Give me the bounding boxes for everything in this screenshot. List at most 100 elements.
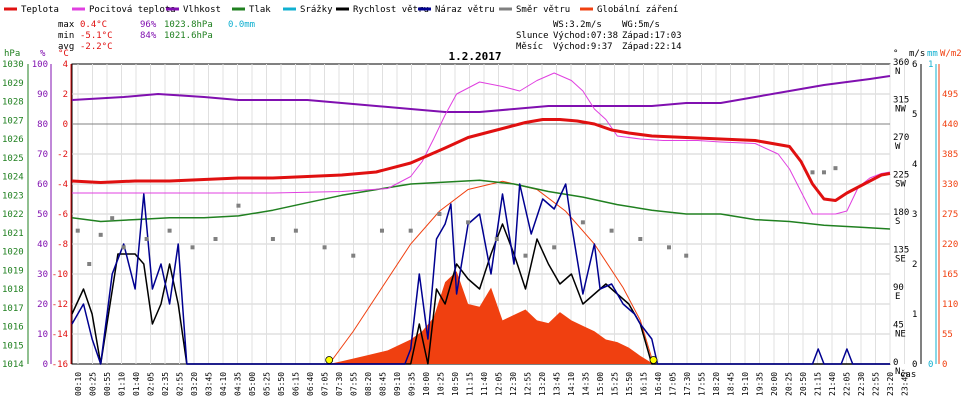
moon-label: Měsíc [516,42,543,52]
humidity-tick: 40 [37,240,48,250]
wind-direction-point [494,237,499,241]
x-tick-label: 00:25 [89,372,98,396]
unit-ms: m/s [909,49,925,59]
pressure-tick: 1029 [2,79,24,89]
solar-tick: 330 [942,180,958,190]
x-tick-label: 20:00 [770,372,779,396]
wind-direction-point [379,228,384,233]
sun-marker [649,356,658,364]
wind-wg: WG:5m/s [622,20,660,30]
wind-direction-point [609,228,614,233]
direction-tick-dir: S [895,217,900,227]
unit-mm: mm [927,49,938,59]
temp-tick: 4 [63,60,68,70]
series-line [72,72,891,215]
min-press: 1021.6hPa [164,31,213,41]
humidity-tick: 30 [37,270,48,280]
pressure-tick: 1016 [2,323,24,333]
chart-title: 1.2.2017 [449,50,502,63]
x-tick-label: 05:00 [248,372,257,396]
solar-tick: 55 [942,330,953,340]
legend-label: Globální záření [597,5,678,15]
x-tick-label: 01:10 [118,372,127,396]
pressure-tick: 1023 [2,191,24,201]
unit-hpa: hPa [4,49,20,59]
series-line [71,179,891,230]
x-tick-label: 02:05 [147,372,156,396]
x-tick-label: 15:50 [625,372,634,396]
solar-tick: 165 [942,270,958,280]
direction-tick-dir: E [895,292,900,302]
direction-tick-dir: SW [895,180,906,190]
unit-pct: % [40,49,46,59]
legend-label: Vlhkost [183,5,221,15]
x-tick-label: 00:55 [103,372,112,396]
x-tick-label: 14:10 [567,372,576,396]
direction-tick: 0 [893,358,898,368]
moon-rise: Východ:9:37 [553,42,613,52]
direction-tick: 180 [893,208,909,218]
humidity-tick: 80 [37,120,48,130]
avg-label: avg [58,42,74,52]
x-tick-label: 08:20 [364,372,373,396]
stats-block: max 0.4°C 96% 1023.8hPa 0.0mm min -5.1°C… [58,20,682,52]
wind-direction-point [87,262,92,266]
x-tick-label: 11:40 [480,372,489,396]
wind-direction-point [523,253,528,258]
wind-direction-point [580,220,585,225]
wind-direction-point [167,228,172,233]
direction-tick-dir: SE [895,255,906,265]
wind-direction-point [213,237,218,241]
unit-cas: čas [900,369,916,380]
pressure-tick: 1026 [2,135,24,145]
x-tick-label: 23:20 [886,372,895,396]
wind-direction-point [98,232,103,237]
x-tick-label: 22:55 [872,372,881,396]
series-line [71,223,890,365]
x-tick-label: 04:10 [219,372,228,396]
series-line [71,118,891,202]
wind-ws: WS:3.2m/s [553,20,602,30]
temp-tick: 0 [63,120,68,130]
temp-tick: -4 [57,180,68,190]
legend-label: Náraz větru [435,5,495,15]
x-tick-label: 03:20 [190,372,199,396]
wind-direction-point [121,245,126,250]
wind-direction-point [684,253,689,258]
sun-rise: Východ:07:38 [553,31,618,41]
humidity-tick: 20 [37,300,48,310]
temp-tick: -2 [57,150,68,160]
wind-direction-point [638,237,643,241]
temp-tick: -12 [52,300,68,310]
wind-direction-point [322,245,327,250]
series-layer [71,72,891,365]
x-tick-label: 19:35 [756,372,765,396]
x-tick-label: 11:15 [466,372,475,396]
x-axis: 00:10 00:25 00:55 01:10 01:40 02:05 02:35 02:55… [74,372,910,396]
temp-tick: -14 [52,330,68,340]
x-tick-label: 15:25 [611,372,620,396]
solar-tick: 495 [942,90,958,100]
x-tick-label: 18:20 [712,372,721,396]
wind-direction-point [190,245,195,250]
x-tick-label: 13:20 [538,372,547,396]
max-rain: 0.0mm [228,20,255,30]
legend-label: Směr větru [516,5,570,15]
x-tick-label: 20:25 [785,372,794,396]
rain-tick: 1 [928,60,933,70]
max-press: 1023.8hPa [164,20,213,30]
legend-label: Pocitová teplota [89,5,176,15]
humidity-tick: 70 [37,150,48,160]
legend-label: Tlak [249,5,271,15]
min-hum: 84% [140,31,157,41]
x-tick-label: 02:55 [176,372,185,396]
humidity-tick: 0 [43,360,48,370]
humidity-tick: 90 [37,90,48,100]
wind-direction-point [236,203,241,208]
direction-tick: 360 [893,58,909,68]
solar-tick: 385 [942,150,958,160]
wind-tick: 5 [912,110,917,120]
x-tick-label: 01:40 [132,372,141,396]
min-label: min [58,31,74,41]
x-tick-label: 22:30 [857,372,866,396]
